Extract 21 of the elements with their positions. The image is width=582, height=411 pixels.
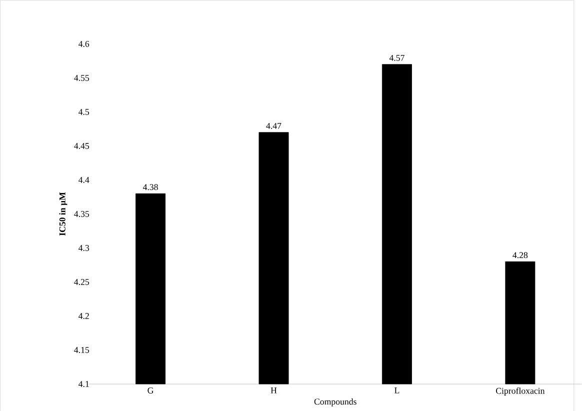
data-label: 4.38 xyxy=(142,184,158,190)
y-tick-label: 4.45 xyxy=(74,142,90,149)
y-tick-label: 4.35 xyxy=(74,210,90,217)
x-tick-label: G xyxy=(148,387,154,394)
data-label: 4.47 xyxy=(266,122,282,129)
data-label: 4.57 xyxy=(389,54,404,61)
y-tick-label: 4.5 xyxy=(78,108,90,115)
y-tick-label: 4.55 xyxy=(74,74,90,81)
x-axis-title: Compounds xyxy=(314,398,356,406)
y-tick-label: 4.2 xyxy=(78,312,89,319)
y-axis-title: IC50 in µM xyxy=(59,192,68,236)
y-tick-label: 4.1 xyxy=(78,380,89,387)
y-tick-label: 4.3 xyxy=(78,244,90,251)
y-tick-label: 4.6 xyxy=(78,40,90,47)
y-tick-label: 4.4 xyxy=(78,176,90,183)
x-tick-label: L xyxy=(394,387,400,394)
y-tick-label: 4.15 xyxy=(74,346,90,353)
x-tick-label: Ciprofloxacin xyxy=(496,387,545,396)
data-label: 4.28 xyxy=(512,252,528,258)
y-tick-label: 4.25 xyxy=(74,278,90,285)
x-tick-label: H xyxy=(270,387,277,394)
